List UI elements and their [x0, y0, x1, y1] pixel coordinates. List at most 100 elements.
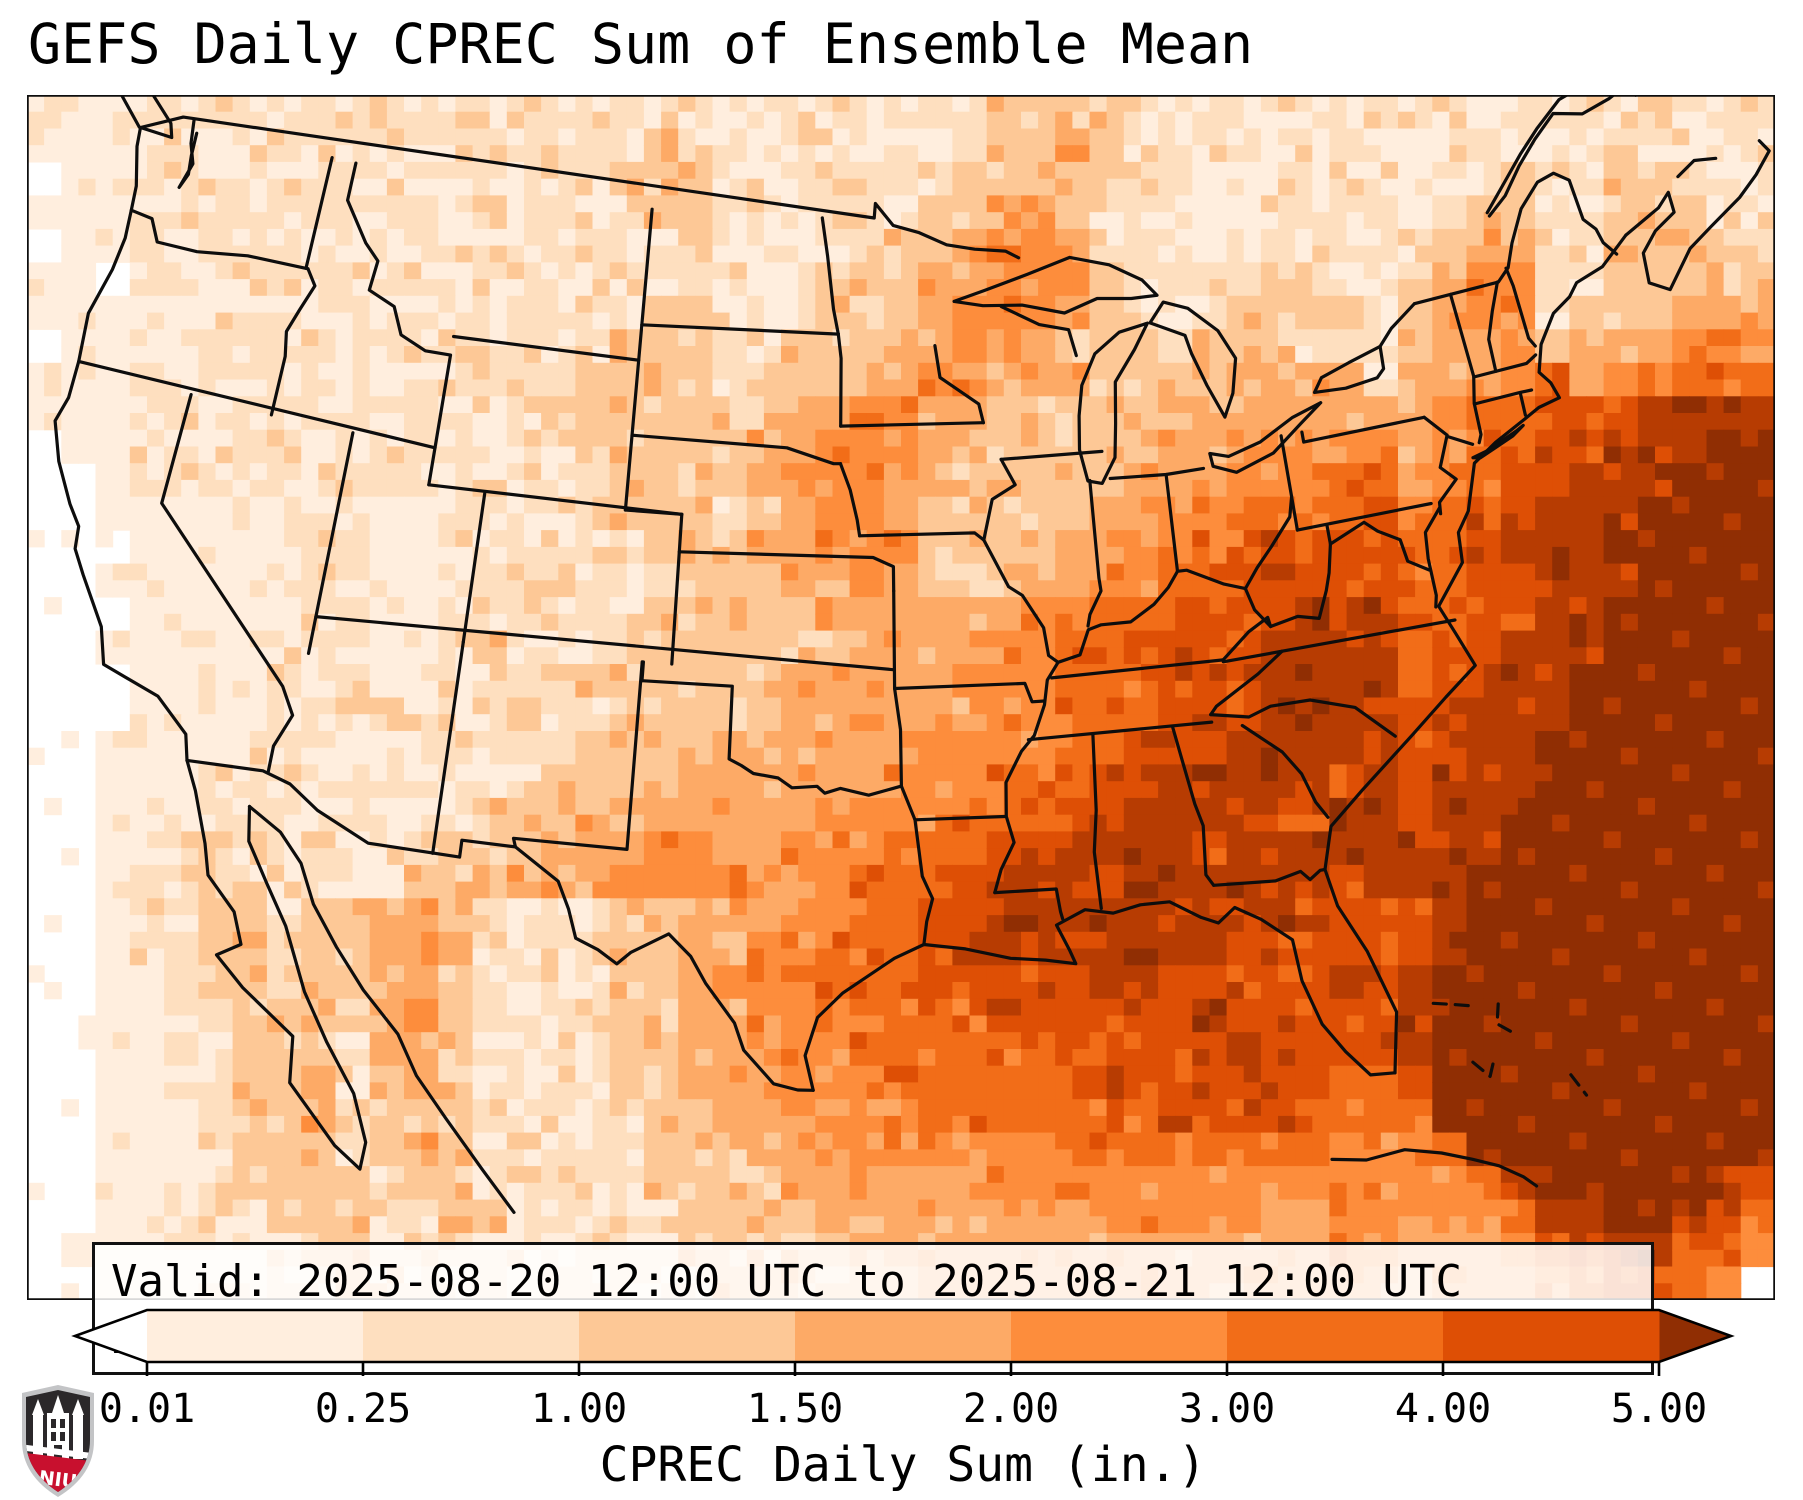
border-line: [1221, 615, 1273, 662]
border-line: [314, 615, 896, 672]
border-line: [1208, 401, 1323, 474]
border-line: [1086, 478, 1103, 628]
border-line: [1312, 344, 1386, 394]
border-line: [913, 814, 1007, 822]
colorbar-segment: [1011, 1310, 1228, 1362]
border-line: [1108, 466, 1206, 481]
border-line: [1495, 1002, 1517, 1036]
border-line: [461, 492, 487, 644]
border-line: [431, 640, 465, 855]
colorbar-segment: [363, 1310, 580, 1362]
border-line: [1171, 725, 1216, 887]
border-line: [1431, 1001, 1473, 1008]
colorbar: 0.01 0.25 1.00 1.50 2.00 3.00 4.00 5.00: [71, 1308, 1735, 1432]
niu-logo-text: NIU: [37, 1467, 78, 1494]
border-line: [836, 332, 843, 428]
border-line: [119, 95, 174, 140]
border-line: [1485, 95, 1571, 215]
border-line: [1056, 494, 1294, 664]
border-line: [933, 344, 985, 425]
border-line: [513, 845, 815, 1092]
border-line: [160, 393, 295, 774]
border-line: [982, 457, 1060, 664]
border-line: [129, 208, 310, 271]
map-canvas: [27, 95, 1775, 1300]
border-line: [630, 433, 843, 466]
colorbar-under-arrow: [75, 1310, 147, 1362]
border-line: [77, 359, 437, 450]
border-line: [1148, 300, 1238, 419]
colorbar-segment: [147, 1310, 364, 1362]
border-line: [1325, 520, 1431, 572]
border-line: [452, 334, 641, 362]
colorbar-tick-label: 5.00: [1611, 1386, 1707, 1432]
border-line: [952, 255, 1159, 315]
border-line: [177, 118, 199, 189]
border-line: [640, 660, 645, 683]
border-line: [670, 512, 684, 666]
border-line: [1422, 415, 1458, 516]
border-line: [1676, 156, 1718, 179]
border-line: [913, 818, 935, 947]
border-line: [892, 589, 897, 691]
border-line: [838, 462, 862, 538]
border-line: [858, 531, 986, 542]
border-line: [999, 304, 1078, 358]
border-line: [304, 156, 334, 270]
border-line: [803, 900, 1397, 1092]
border-line: [893, 686, 917, 822]
colorbar-tick-label: 0.01: [99, 1386, 195, 1432]
border-line: [1487, 280, 1499, 373]
border-line: [1050, 658, 1225, 680]
border-line: [1487, 95, 1638, 218]
border-line: [1624, 139, 1771, 292]
border-line: [1221, 618, 1457, 664]
border-line: [1518, 391, 1527, 417]
border-line: [511, 660, 644, 851]
colorbar-tick-label: 3.00: [1179, 1386, 1275, 1432]
page-title: GEFS Daily CPREC Sum of Ensemble Mean: [28, 12, 1254, 76]
border-line: [893, 681, 1046, 704]
border-line: [1164, 472, 1180, 573]
border-line: [185, 758, 368, 1171]
border-line: [1269, 542, 1332, 629]
border-line: [1209, 649, 1284, 717]
precip-raster: [27, 95, 1775, 1300]
border-line: [1026, 720, 1214, 742]
border-line: [427, 483, 684, 516]
colorbar-segment: [1227, 1310, 1444, 1362]
niu-shield-stripe: [26, 1443, 90, 1462]
border-line: [1504, 266, 1537, 348]
border-line: [1295, 501, 1433, 532]
border-line: [1243, 587, 1273, 629]
border-line: [53, 115, 189, 762]
border-line: [677, 550, 896, 593]
border-line: [1209, 698, 1397, 738]
border-line: [623, 207, 654, 512]
border-line: [1091, 733, 1103, 910]
border-line: [1240, 723, 1330, 819]
border-line: [1569, 1073, 1589, 1097]
border-line: [820, 216, 840, 336]
border-line: [1077, 321, 1149, 485]
border-line: [1445, 434, 1475, 446]
border-line: [427, 446, 437, 487]
colorbar-over-arrow: [1659, 1310, 1731, 1362]
colorbar-tick-label: 1.00: [531, 1386, 627, 1432]
border-line: [640, 679, 903, 797]
border-line: [269, 267, 317, 417]
border-line: [640, 323, 840, 336]
valid-time-text: Valid: 2025-08-20 12:00 UTC to 2025-08-2…: [111, 1256, 1463, 1307]
border-line: [1212, 867, 1327, 887]
border-line: [993, 660, 1060, 895]
border-line: [181, 115, 1021, 260]
border-line: [1472, 353, 1538, 379]
border-line: [185, 758, 517, 859]
border-line: [623, 508, 684, 516]
border-line: [346, 161, 453, 357]
border-line: [1323, 233, 1628, 1075]
border-line: [1300, 415, 1426, 444]
colorbar-segment: [1443, 1310, 1660, 1362]
niu-logo: NIU: [22, 1385, 94, 1497]
niu-shield-red-band: [26, 1451, 90, 1492]
